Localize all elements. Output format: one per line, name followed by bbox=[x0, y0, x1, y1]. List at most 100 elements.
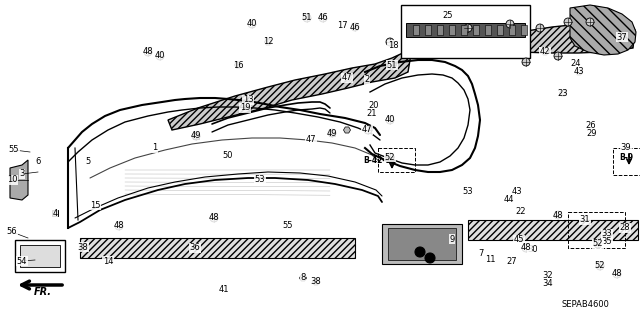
Circle shape bbox=[328, 129, 336, 137]
Bar bbox=[382, 224, 462, 264]
Text: 48: 48 bbox=[209, 213, 220, 222]
Text: 38: 38 bbox=[77, 242, 88, 251]
Text: 11: 11 bbox=[484, 255, 495, 263]
Text: 4: 4 bbox=[52, 209, 58, 218]
Bar bbox=[193, 133, 199, 139]
Text: 43: 43 bbox=[573, 68, 584, 77]
Circle shape bbox=[386, 38, 394, 46]
Text: 52: 52 bbox=[593, 240, 604, 249]
Circle shape bbox=[506, 20, 514, 28]
Polygon shape bbox=[312, 279, 319, 285]
Text: 17: 17 bbox=[337, 20, 348, 29]
Bar bbox=[497, 25, 503, 35]
Circle shape bbox=[554, 52, 562, 60]
Circle shape bbox=[415, 247, 425, 257]
Text: 19: 19 bbox=[240, 103, 250, 113]
Circle shape bbox=[248, 20, 256, 28]
Text: 42: 42 bbox=[540, 48, 550, 56]
Text: B-42-11: B-42-11 bbox=[363, 156, 396, 165]
Text: 48: 48 bbox=[612, 270, 622, 278]
Text: 46: 46 bbox=[317, 13, 328, 23]
Text: B-9: B-9 bbox=[619, 153, 633, 162]
Circle shape bbox=[192, 132, 200, 140]
Bar bbox=[15, 240, 65, 272]
Bar bbox=[388, 228, 456, 260]
Text: 28: 28 bbox=[620, 224, 630, 233]
Text: 36: 36 bbox=[189, 243, 200, 253]
Text: 51: 51 bbox=[301, 13, 312, 23]
Text: 15: 15 bbox=[90, 201, 100, 210]
Text: 41: 41 bbox=[219, 286, 229, 294]
Text: 27: 27 bbox=[507, 256, 517, 265]
Circle shape bbox=[522, 58, 530, 66]
Text: 53: 53 bbox=[463, 188, 474, 197]
Text: 29: 29 bbox=[587, 129, 597, 137]
Circle shape bbox=[596, 262, 604, 270]
Text: 34: 34 bbox=[543, 278, 554, 287]
Text: 25: 25 bbox=[443, 11, 453, 20]
Bar bbox=[521, 25, 527, 35]
Bar bbox=[401, 5, 530, 58]
Circle shape bbox=[564, 18, 572, 26]
Text: 47: 47 bbox=[306, 136, 316, 145]
Text: 7: 7 bbox=[478, 249, 484, 257]
Bar bbox=[468, 220, 638, 240]
Bar bbox=[378, 148, 415, 172]
Text: 49: 49 bbox=[327, 129, 337, 137]
Circle shape bbox=[386, 116, 394, 124]
Polygon shape bbox=[300, 275, 307, 281]
Circle shape bbox=[303, 14, 311, 22]
Circle shape bbox=[554, 211, 562, 219]
Text: 3: 3 bbox=[19, 169, 25, 179]
Text: 33: 33 bbox=[602, 229, 612, 239]
Text: 26: 26 bbox=[586, 121, 596, 130]
Circle shape bbox=[386, 153, 394, 161]
Text: 52: 52 bbox=[595, 262, 605, 271]
Text: 40: 40 bbox=[385, 115, 396, 124]
Bar bbox=[406, 23, 525, 37]
Bar bbox=[80, 238, 355, 258]
Circle shape bbox=[536, 24, 544, 32]
Circle shape bbox=[594, 240, 602, 248]
Circle shape bbox=[210, 214, 218, 222]
Polygon shape bbox=[490, 22, 635, 53]
Text: 18: 18 bbox=[388, 41, 398, 49]
Text: 13: 13 bbox=[243, 95, 253, 105]
Text: 53: 53 bbox=[255, 175, 266, 184]
Text: 38: 38 bbox=[310, 278, 321, 286]
Polygon shape bbox=[570, 5, 636, 55]
Bar bbox=[20, 245, 60, 267]
Text: 21: 21 bbox=[367, 109, 377, 118]
Text: 55: 55 bbox=[9, 145, 19, 154]
Circle shape bbox=[522, 244, 530, 252]
Text: 9: 9 bbox=[449, 234, 454, 243]
Text: SEPAB4600: SEPAB4600 bbox=[562, 300, 610, 309]
Polygon shape bbox=[541, 49, 548, 55]
Text: 5: 5 bbox=[85, 158, 91, 167]
Circle shape bbox=[115, 222, 123, 230]
Text: 44: 44 bbox=[504, 196, 515, 204]
Polygon shape bbox=[575, 69, 582, 75]
Bar bbox=[449, 25, 455, 35]
Circle shape bbox=[364, 126, 372, 134]
Text: 14: 14 bbox=[103, 256, 113, 265]
Text: 45: 45 bbox=[514, 235, 524, 244]
Circle shape bbox=[586, 18, 594, 26]
Circle shape bbox=[156, 52, 164, 60]
Text: 56: 56 bbox=[6, 227, 17, 236]
Bar bbox=[437, 25, 443, 35]
Text: 47: 47 bbox=[342, 73, 352, 83]
Text: 10: 10 bbox=[7, 175, 17, 184]
Polygon shape bbox=[168, 48, 412, 130]
Bar bbox=[52, 210, 58, 216]
Circle shape bbox=[613, 270, 621, 278]
Circle shape bbox=[388, 61, 396, 69]
Bar bbox=[613, 148, 640, 175]
Polygon shape bbox=[559, 90, 566, 96]
Text: 52: 52 bbox=[385, 152, 396, 161]
Text: 37: 37 bbox=[616, 33, 627, 41]
Text: 6: 6 bbox=[35, 157, 41, 166]
Text: 54: 54 bbox=[17, 256, 28, 265]
Text: 16: 16 bbox=[233, 61, 243, 70]
Text: 47: 47 bbox=[362, 125, 372, 135]
